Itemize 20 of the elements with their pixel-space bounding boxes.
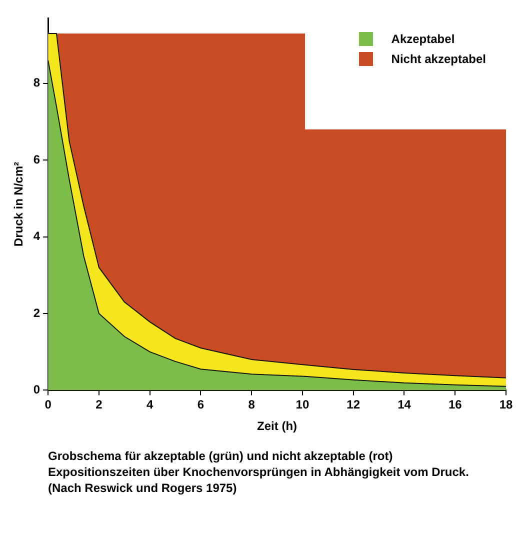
x-tick-label: 0 xyxy=(44,398,52,412)
legend-label: Akzeptabel xyxy=(391,32,455,46)
y-tick-label: 6 xyxy=(33,152,40,166)
x-tick-label: 2 xyxy=(96,398,103,412)
y-tick-label: 8 xyxy=(33,76,40,90)
y-axis-title: Druck in N/cm² xyxy=(12,162,26,247)
x-tick-label: 6 xyxy=(197,398,204,412)
text: Grobschema für akzeptable (grün) und nicht akzeptable (rot) Expositionszeiten über Knochenvorsprüngen in Abhängigkeit vom Druck. (Nach Reswick und Rogers 1975) xyxy=(48,448,470,496)
y-tick-label: 2 xyxy=(33,306,40,320)
legend-label: Nicht akzeptabel xyxy=(391,52,486,66)
y-tick-label: 4 xyxy=(33,229,40,244)
x-tick-label: 4 xyxy=(146,398,154,412)
y-tick-label: 0 xyxy=(33,382,40,397)
x-tick-label: 10 xyxy=(296,398,310,412)
x-tick-label: 18 xyxy=(499,398,513,412)
x-tick-label: 16 xyxy=(448,398,462,412)
x-axis-title: Zeit (h) xyxy=(257,419,298,434)
x-tick-label: 14 xyxy=(398,398,412,412)
x-tick-label: 8 xyxy=(248,398,256,412)
x-tick-label: 12 xyxy=(346,398,360,412)
